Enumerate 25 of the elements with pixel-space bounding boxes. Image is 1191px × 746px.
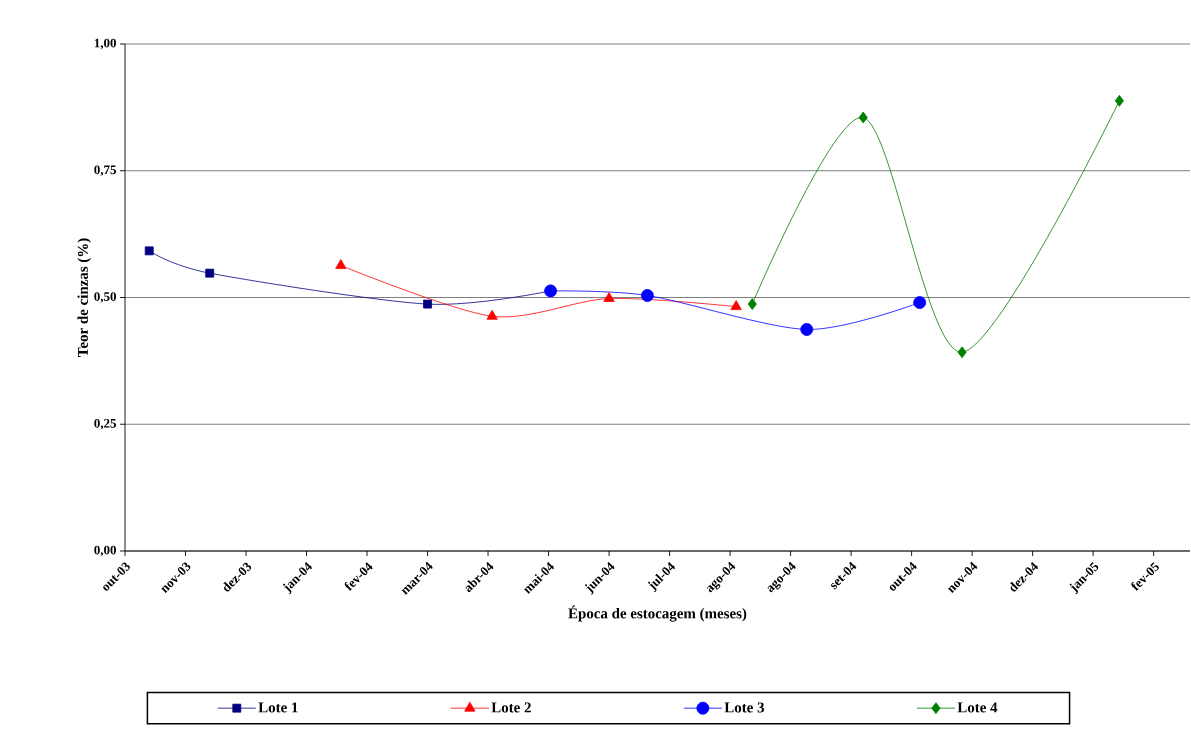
x-axis-title: Época de estocagem (meses)	[568, 605, 747, 622]
point	[423, 299, 432, 309]
point	[957, 346, 967, 359]
legend-label: Lote 1	[258, 702, 298, 713]
point	[640, 289, 654, 302]
y-tick-label: 1,00	[94, 38, 116, 50]
point	[747, 298, 757, 310]
point	[205, 268, 215, 278]
point	[335, 259, 347, 269]
legend-label: Lote 4	[957, 702, 998, 713]
point	[1114, 94, 1124, 107]
y-axis-title: Teor de cinzas (%)	[77, 238, 91, 357]
point	[858, 111, 868, 124]
y-tick-label: 0,25	[94, 418, 116, 430]
point	[913, 296, 927, 309]
y-tick-label: 0,50	[94, 292, 116, 303]
point	[144, 246, 154, 256]
y-tick-label: 0,00	[94, 545, 116, 557]
point	[603, 292, 615, 302]
point	[730, 300, 742, 311]
legend-label: Lote 3	[724, 702, 765, 713]
point	[800, 323, 814, 336]
legend-label: Lote 2	[491, 702, 531, 713]
y-tick-label: 0,75	[94, 165, 116, 177]
point	[486, 309, 498, 320]
